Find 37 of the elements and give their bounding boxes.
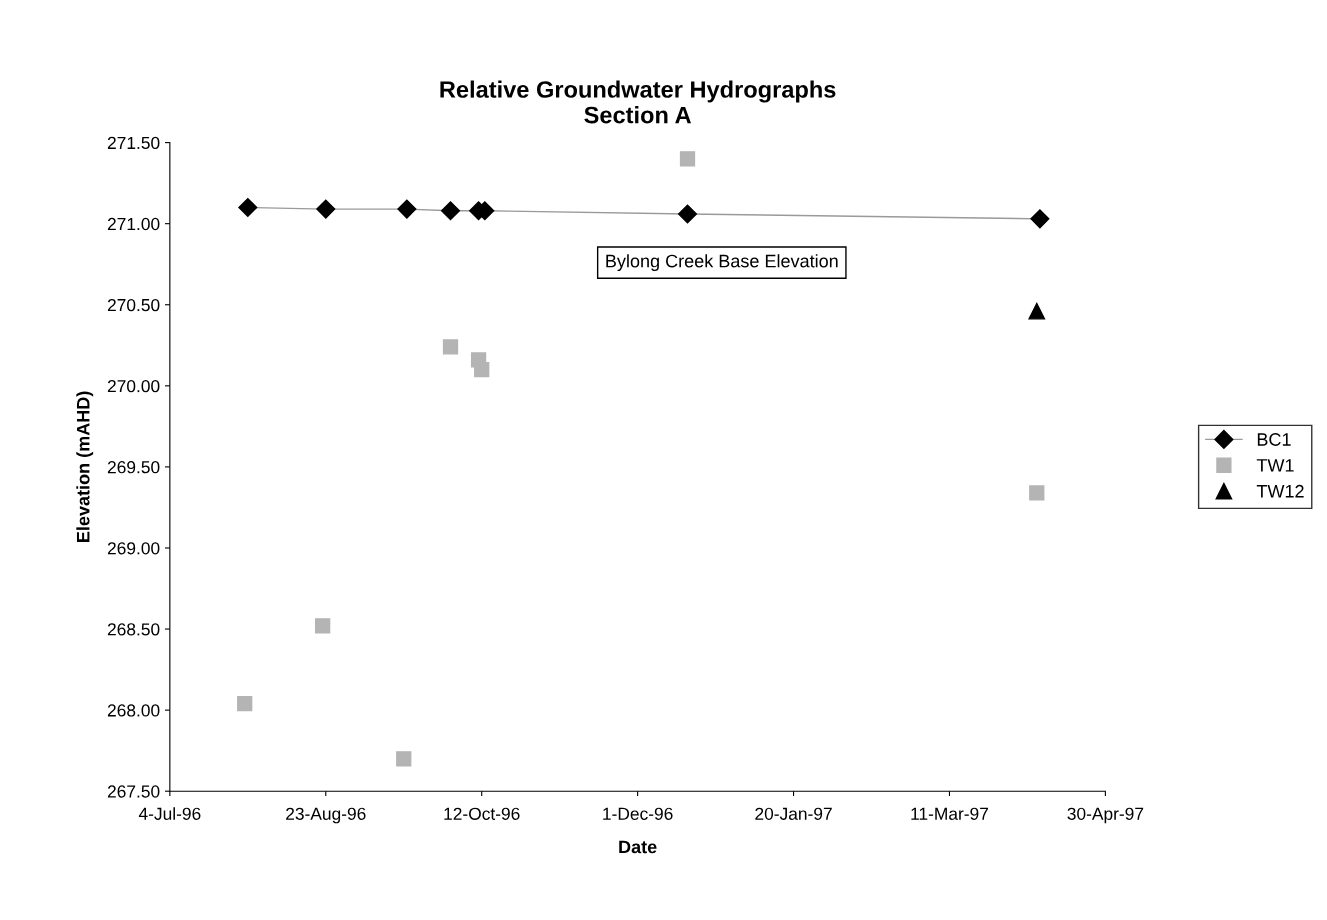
- y-tick-label: 270.00: [107, 379, 160, 393]
- point: [315, 618, 331, 634]
- y-tick-label: 269.00: [107, 542, 160, 555]
- point: [316, 199, 336, 219]
- y-tick-label: 268.00: [107, 704, 160, 717]
- y-tick-label: 268.50: [107, 623, 160, 636]
- annotation: Bylong Creek Base Elevation: [606, 254, 838, 272]
- x-tick-label: 30-Apr-97: [1067, 807, 1144, 824]
- point: [397, 199, 417, 219]
- x-tick-label: 11-Mar-97: [911, 807, 988, 820]
- point: [440, 201, 461, 221]
- y-tick-label: 269.50: [107, 461, 160, 474]
- x-tick-label: 1-Dec-96: [603, 807, 673, 820]
- y-tick-label: 270.50: [107, 298, 160, 312]
- point: [396, 751, 412, 767]
- point: [1028, 302, 1046, 320]
- point: [679, 151, 696, 167]
- y-tick-label: 267.50: [107, 785, 160, 798]
- y-axis-title: Elevation (mAHD): [76, 391, 94, 542]
- x-axis-title: Date: [619, 840, 657, 854]
- x-tick-label: 20-Jan-97: [755, 807, 832, 820]
- legend-label: BC1: [1257, 433, 1291, 446]
- y-tick-label: 271.00: [107, 217, 160, 231]
- point: [1029, 485, 1045, 501]
- y-tick-label: 271.50: [107, 136, 160, 150]
- x-tick-label: 12-Oct-96: [444, 807, 520, 820]
- point: [1030, 209, 1050, 229]
- point: [442, 339, 459, 355]
- point: [237, 695, 253, 712]
- legend-label: TW1: [1256, 459, 1294, 472]
- point: [677, 204, 698, 224]
- legend-label: TW12: [1256, 484, 1304, 498]
- point: [238, 197, 258, 217]
- point: [474, 361, 490, 378]
- chart-title: Relative Groundwater Hydrographs Section A: [440, 80, 836, 124]
- x-tick-label: 23-Aug-96: [286, 807, 366, 824]
- x-tick-label: 4-Jul-96: [138, 807, 201, 820]
